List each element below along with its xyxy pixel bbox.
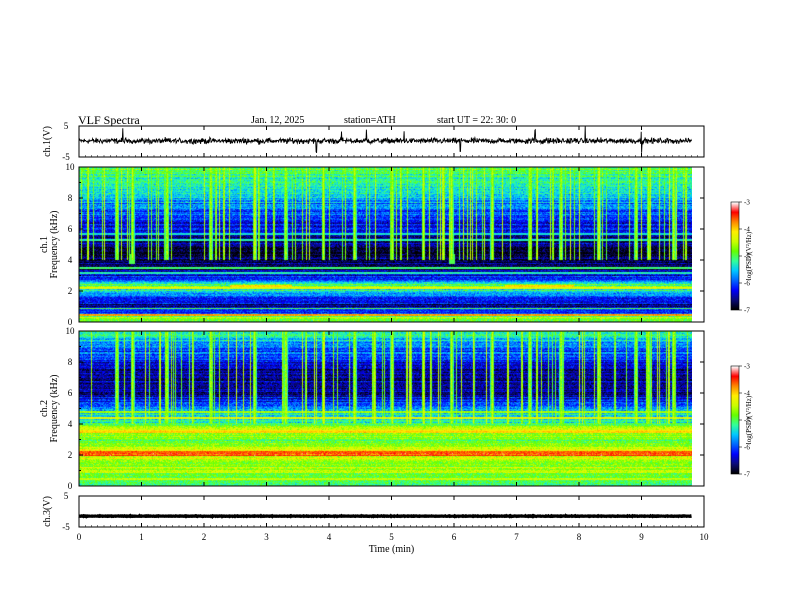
ch1-spectrogram-ylabel-prefix: ch.1: [39, 236, 50, 253]
ch1-spectrogram-ytick-label: 10: [66, 162, 76, 172]
ch1-spectrogram-colorbar-tick-label: -6: [744, 280, 750, 288]
xtick-label: 0: [77, 532, 82, 542]
xtick-label: 8: [577, 532, 582, 542]
ch2-spectrogram-image: [79, 331, 692, 486]
ch1-spectrogram-colorbar-label: log(PSD)(V²/Hz): [745, 231, 753, 280]
figure-title: VLF Spectra: [78, 113, 140, 127]
x-axis-label: Time (min): [369, 544, 414, 555]
ch1-spectrogram-image: [79, 167, 692, 322]
ch1-spectrogram-colorbar-tick-label: -5: [744, 253, 750, 261]
ch3-waveform-ytick-label: -5: [62, 522, 70, 532]
ch1-waveform-ytick-label: -5: [62, 152, 70, 162]
ch2-spectrogram-ytick-label: 6: [68, 388, 73, 398]
start-time-label: start UT = 22: 30: 0: [437, 115, 517, 126]
ch1-waveform-ylabel: ch.1(V): [42, 126, 53, 157]
xtick-label: 4: [327, 532, 332, 542]
ch2-spectrogram-ytick-label: 4: [68, 419, 73, 429]
ch2-spectrogram-colorbar-tick-label: -5: [744, 417, 750, 425]
ch1-spectrogram-ylabel: Frequency (kHz): [49, 210, 60, 278]
ch2-spectrogram-colorbar: [731, 366, 739, 474]
xtick-label: 10: [700, 532, 710, 542]
ch1-waveform-trace: [78, 126, 692, 154]
xtick-label: 1: [139, 532, 144, 542]
xtick-label: 3: [264, 532, 269, 542]
ch2-spectrogram-ytick-label: 10: [66, 326, 76, 336]
xtick-label: 6: [452, 532, 457, 542]
station-label: station=ATH: [344, 115, 396, 126]
ch2-spectrogram-colorbar-tick-label: -3: [744, 363, 750, 371]
ch1-spectrogram-colorbar-tick-label: -4: [744, 226, 750, 234]
ch1-spectrogram-ytick-label: 2: [68, 286, 73, 296]
ch2-spectrogram-colorbar-label: log(PSD)(V²/Hz): [745, 395, 753, 444]
xtick-label: 5: [389, 532, 394, 542]
xtick-label: 2: [202, 532, 207, 542]
ch3-waveform-frame: [78, 495, 705, 528]
ch3-waveform-ylabel: ch.3(V): [42, 496, 53, 527]
ch1-spectrogram-colorbar-tick-label: -7: [744, 307, 750, 315]
ch2-spectrogram-ylabel-prefix: ch.2: [39, 400, 50, 417]
ch2-spectrogram-colorbar-tick-label: -7: [744, 471, 750, 479]
ch2-spectrogram-colorbar-tick-label: -6: [744, 444, 750, 452]
ch2-spectrogram-ylabel: Frequency (kHz): [49, 374, 60, 442]
date-label: Jan. 12, 2025: [251, 115, 305, 126]
ch2-spectrogram-ytick-label: 0: [68, 481, 73, 491]
ch2-spectrogram-colorbar-tick-label: -4: [744, 390, 750, 398]
xtick-label: 9: [639, 532, 644, 542]
ch3-waveform-ytick-label: 5: [64, 491, 69, 501]
ch1-spectrogram-ytick-label: 4: [68, 255, 73, 265]
ch1-spectrogram-ytick-label: 0: [68, 317, 73, 327]
ch2-spectrogram-ytick-label: 2: [68, 450, 73, 460]
ch1-spectrogram-ytick-label: 8: [68, 193, 73, 203]
ch1-spectrogram-colorbar-tick-label: -3: [744, 199, 750, 207]
ch3-waveform-trace: [78, 513, 692, 520]
ch2-spectrogram-ytick-label: 8: [68, 357, 73, 367]
xtick-label: 7: [514, 532, 519, 542]
ch1-spectrogram-colorbar: [731, 202, 739, 310]
ch1-spectrogram-ytick-label: 6: [68, 224, 73, 234]
ch1-waveform-ytick-label: 5: [64, 121, 69, 131]
